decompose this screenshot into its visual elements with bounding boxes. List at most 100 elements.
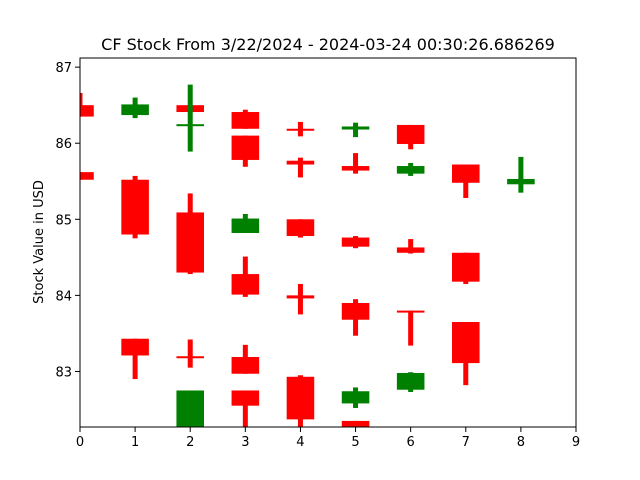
candle xyxy=(396,162,425,176)
candle xyxy=(341,236,370,249)
candle-body xyxy=(176,390,204,427)
candle xyxy=(396,239,425,254)
candle-body xyxy=(176,212,204,273)
candle-body xyxy=(231,135,260,160)
candle xyxy=(80,172,94,180)
candle-body xyxy=(231,274,260,295)
candle-body xyxy=(176,124,204,127)
x-tick-label: 8 xyxy=(517,435,525,450)
candle-body xyxy=(341,237,370,247)
candle-body xyxy=(286,295,315,299)
y-tick-label: 85 xyxy=(55,213,72,228)
candle xyxy=(286,375,315,427)
axes-frame xyxy=(79,57,577,428)
chart-title: CF Stock From 3/22/2024 - 2024-03-24 00:… xyxy=(101,35,555,54)
candle-wick xyxy=(80,92,83,117)
axes: 0 1 2 3 4 5 6 7 8 9 83 84 85 86 87 xyxy=(55,57,580,450)
x-tick-label: 2 xyxy=(186,435,194,450)
candle-body xyxy=(231,112,260,129)
candle-body xyxy=(80,172,94,180)
candle xyxy=(341,122,370,138)
candle-body xyxy=(231,218,260,233)
candle-body xyxy=(341,420,370,427)
candle xyxy=(121,97,149,119)
candle-wick xyxy=(132,338,138,380)
candle xyxy=(176,339,204,368)
candle-wick xyxy=(242,390,248,427)
candle xyxy=(80,92,94,117)
candle xyxy=(176,193,204,275)
candle-body xyxy=(341,166,370,171)
y-tick-label: 83 xyxy=(55,365,72,380)
x-tick-label: 1 xyxy=(131,435,139,450)
x-tick-label: 7 xyxy=(462,435,470,450)
candle-body xyxy=(396,247,425,253)
candle-body xyxy=(396,310,425,313)
candle-body xyxy=(341,302,370,320)
candle-wick xyxy=(518,156,524,193)
candle xyxy=(396,372,425,393)
candle-body xyxy=(121,338,149,356)
x-tick-label: 6 xyxy=(407,435,415,450)
y-axis-label: Stock Value in USD xyxy=(32,180,47,304)
candle-wick xyxy=(353,122,359,138)
candle-body xyxy=(286,160,315,165)
candle-body xyxy=(396,124,425,144)
candle-body xyxy=(80,105,94,117)
candle xyxy=(176,84,204,152)
candle xyxy=(176,390,204,427)
candle-wick xyxy=(353,153,359,174)
candle xyxy=(452,322,480,386)
candle xyxy=(341,153,370,174)
candle-body xyxy=(121,179,149,235)
candle-wick xyxy=(187,339,193,368)
plot-area xyxy=(80,84,535,427)
candle xyxy=(121,338,149,380)
candle xyxy=(341,387,370,408)
y-tick-label: 86 xyxy=(55,137,72,152)
x-tick-label: 0 xyxy=(76,435,84,450)
candle-wick xyxy=(297,157,303,178)
candle-wick xyxy=(187,84,193,152)
candle-body xyxy=(231,357,260,374)
x-tick-label: 9 xyxy=(572,435,580,450)
candle-body xyxy=(396,372,425,390)
candle xyxy=(507,156,535,193)
candle-body xyxy=(121,104,149,116)
candle-body xyxy=(452,252,480,282)
candle-wick xyxy=(408,239,414,254)
candle-body xyxy=(507,178,535,185)
x-tick-label: 4 xyxy=(296,435,304,450)
candle-body xyxy=(286,376,315,420)
candle xyxy=(231,344,260,374)
x-tick-label: 3 xyxy=(241,435,249,450)
candle xyxy=(396,124,425,150)
candle-body xyxy=(341,391,370,404)
candle-body xyxy=(231,390,260,406)
candle xyxy=(231,390,260,427)
candle xyxy=(231,213,260,233)
candle xyxy=(341,420,370,427)
candle-body xyxy=(452,164,480,183)
candle-body xyxy=(286,128,315,131)
candle xyxy=(231,135,260,167)
x-tick-label: 5 xyxy=(351,435,359,450)
candle xyxy=(286,121,315,137)
candle xyxy=(396,310,425,346)
y-tick-label: 87 xyxy=(55,61,72,76)
candle xyxy=(231,109,260,129)
candle-wick xyxy=(408,310,414,346)
candle-body xyxy=(396,166,425,174)
candle-body xyxy=(286,219,315,237)
candle xyxy=(452,164,480,198)
candle-wick xyxy=(297,283,303,315)
y-tick-label: 84 xyxy=(55,289,72,304)
candle-body xyxy=(341,126,370,130)
candle xyxy=(231,256,260,297)
candle xyxy=(286,219,315,238)
candle xyxy=(341,299,370,336)
candle-body xyxy=(176,356,204,359)
candle xyxy=(286,157,315,178)
